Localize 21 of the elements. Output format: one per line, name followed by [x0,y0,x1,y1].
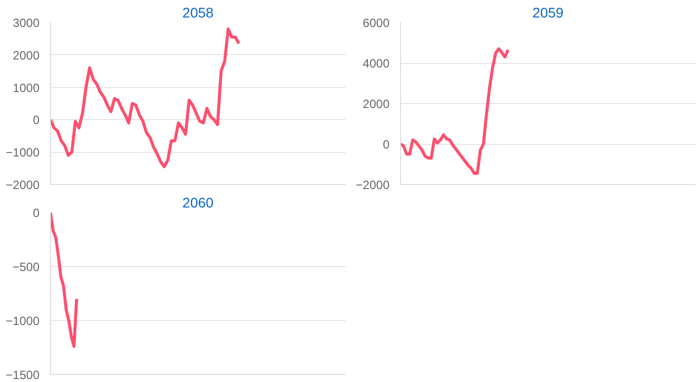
line-series [50,212,78,348]
y-tick-label: −500 [12,260,40,274]
y-tick-label: −1000 [6,146,40,160]
line-series [50,27,240,168]
chart-title: 2058 [182,4,214,20]
y-tick-label: 6000 [362,16,390,30]
y-tick-label: −2000 [6,178,40,192]
y-tick-label: 2000 [12,48,40,62]
y-tick-label: −2000 [356,178,390,192]
chart-title: 2060 [182,194,214,210]
chart-title: 2059 [532,4,564,20]
y-tick-label: −1000 [6,314,40,328]
y-tick-label: 4000 [362,56,390,70]
y-tick-label: 0 [32,113,40,128]
y-tick-label: 0 [32,206,40,220]
y-tick-label: 2000 [362,97,390,111]
y-tick-label: 0 [382,138,390,152]
y-tick-label: 3000 [12,16,40,30]
line-series [400,47,510,175]
y-tick-label: 1000 [12,80,40,95]
y-tick-label: −1500 [6,368,40,382]
